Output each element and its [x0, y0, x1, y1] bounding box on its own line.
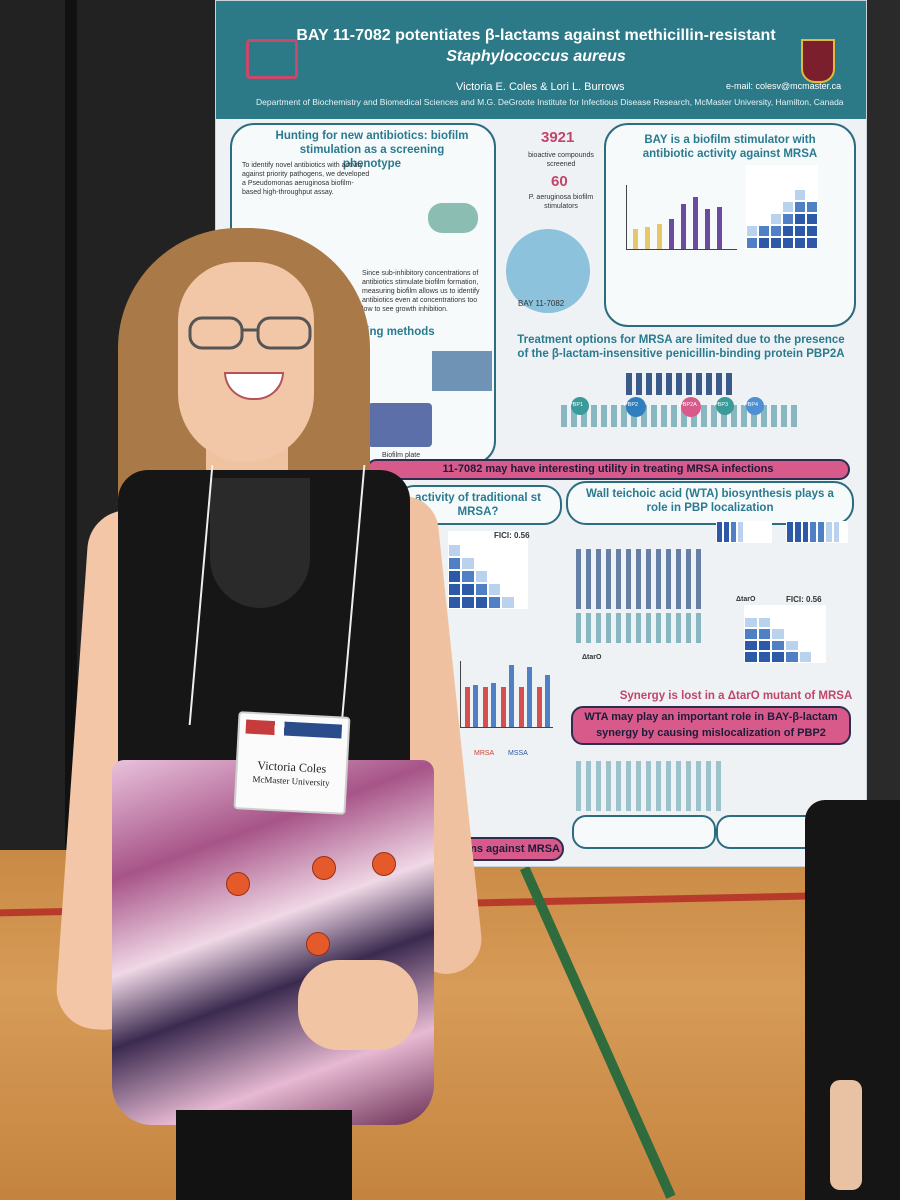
- lace-neckline: [210, 478, 310, 608]
- university-crest: [801, 39, 835, 83]
- chart-bar: [645, 227, 650, 249]
- references-box: [572, 815, 716, 849]
- mic-heatmap: [746, 165, 818, 249]
- panel1-title: Hunting for new antibiotics: biofilm sti…: [275, 130, 469, 170]
- fici-heatmap-1: [448, 531, 528, 609]
- pbp-label-3: PBP2A: [679, 402, 697, 408]
- mislocalization-diagram: [576, 761, 726, 811]
- presenter-leggings: [176, 1110, 352, 1200]
- poster-title: BAY 11-7082 potentiates β-lactams agains…: [276, 25, 796, 67]
- display-stand-pole: [65, 0, 77, 860]
- lab-logo: [246, 39, 298, 79]
- chart-bar: [509, 665, 514, 727]
- name-badge: Victoria Coles McMaster University: [233, 711, 351, 815]
- panel4-title: Wall teichoic acid (WTA) biosynthesis pl…: [586, 488, 834, 514]
- biofilm-bar-chart: [626, 185, 737, 250]
- chart-bar: [657, 224, 662, 249]
- panel1-text2: Since sub-inhibitory concentrations of a…: [362, 270, 480, 313]
- presenter-hands: [298, 960, 418, 1050]
- skirt-button-icon: [226, 872, 250, 896]
- pbp4-icon: [746, 397, 764, 415]
- fici-label-1: FICI: 0.56: [494, 531, 530, 540]
- fici-label-2: FICI: 0.56: [786, 595, 822, 604]
- chart-bar: [693, 197, 698, 249]
- biofilm-plate-icon: [368, 403, 432, 447]
- mrsa-treatment-title: Treatment options for MRSA are limited d…: [517, 334, 845, 360]
- panel-wta: Wall teichoic acid (WTA) biosynthesis pl…: [566, 481, 854, 525]
- poster-header: BAY 11-7082 potentiates β-lactams agains…: [216, 1, 866, 119]
- pbp-label-1: PBP1: [569, 402, 584, 408]
- panel3-title: activity of traditional st MRSA?: [415, 492, 541, 518]
- mrsa-mssa-bar-chart: [460, 661, 553, 728]
- compounds-screened-label: bioactive compounds screened: [528, 152, 594, 168]
- banner-wta-role: WTA may play an important role in BAY-β-…: [571, 706, 851, 745]
- biofilm-cluster-icon: [428, 203, 478, 233]
- panel1-text: To identify novel antibiotics with activ…: [242, 162, 370, 196]
- compounds-screened-count: 3921: [541, 129, 575, 146]
- skirt-button-icon: [372, 852, 396, 876]
- synergy-lost-heading: Synergy is lost in a ΔtarO mutant of MRS…: [619, 690, 853, 702]
- chart-bar: [717, 207, 722, 249]
- floral-skirt: [112, 760, 434, 1125]
- banner-utility: 11-7082 may have interesting utility in …: [366, 459, 850, 480]
- wta-membrane-diagram: [576, 613, 706, 643]
- chart-bar: [473, 685, 478, 727]
- compound-name: BAY 11-7082: [518, 299, 565, 308]
- compound-structure-circle: [506, 229, 590, 313]
- poster-affiliation: Department of Biochemistry and Biomedica…: [256, 97, 844, 107]
- wta-cell-wall-diagram: [576, 549, 706, 609]
- skirt-button-icon: [312, 856, 336, 880]
- badge-logos: [245, 719, 343, 739]
- pbp-label-5: PBP4: [744, 402, 759, 408]
- lanyard: [188, 465, 366, 725]
- chart-bar: [705, 209, 710, 249]
- membrane-diagram: [561, 405, 801, 427]
- glasses-icon: [188, 316, 312, 350]
- taro-label: ΔtarO: [582, 654, 602, 661]
- chart-bar: [501, 687, 506, 727]
- presenter-face: [178, 262, 314, 462]
- peptidoglycan-diagram: [626, 373, 736, 395]
- fici-heatmap-2: [744, 605, 826, 663]
- biofilm-stimulators-count: 60: [551, 173, 568, 190]
- legend-mrsa: MRSA: [474, 750, 495, 757]
- biofilm-stimulators-label: P. aeruginosa biofilm stimulators: [528, 194, 594, 210]
- chart-bar: [527, 667, 532, 727]
- poster-authors: Victoria E. Coles & Lori L. Burrows: [456, 81, 625, 93]
- pbp-label-4: PBP3: [714, 402, 729, 408]
- poster-title-line1: BAY 11-7082 potentiates β-lactams agains…: [296, 27, 776, 44]
- pbp2-icon: [626, 397, 646, 417]
- peg-lid-photo: [432, 351, 492, 391]
- skirt-button-icon: [306, 932, 330, 956]
- strip-heatmap-1: [716, 521, 772, 543]
- biofilm-plate-label: Biofilm plate: [382, 452, 421, 459]
- pbp2a-icon: [681, 397, 701, 417]
- chart-bar: [681, 204, 686, 249]
- chart-bar: [669, 219, 674, 249]
- chart-bar: [483, 687, 488, 727]
- chart-bar: [633, 229, 638, 249]
- chart-bar: [545, 675, 550, 727]
- chart-bar: [537, 687, 542, 727]
- strip-heatmap-2: [786, 521, 848, 543]
- chart-bar: [465, 687, 470, 727]
- panel-bay-biofilm-stimulator: BAY is a biofilm stimulator with antibio…: [604, 123, 856, 327]
- taro-heatmap-label: ΔtarO: [736, 596, 756, 603]
- pbp3-icon: [716, 397, 734, 415]
- pbp1-icon: [571, 397, 589, 415]
- legend-mssa: MSSA: [508, 750, 528, 757]
- poster-title-line2: Staphylococcus aureus: [446, 48, 626, 65]
- poster-email: e-mail: colesv@mcmaster.ca: [726, 81, 842, 91]
- pbp-label-2: PBP2: [624, 402, 639, 408]
- panel2-title: BAY is a biofilm stimulator with antibio…: [642, 134, 818, 160]
- chart-bar: [491, 683, 496, 727]
- bystander-leg: [830, 1080, 862, 1190]
- chart-bar: [519, 687, 524, 727]
